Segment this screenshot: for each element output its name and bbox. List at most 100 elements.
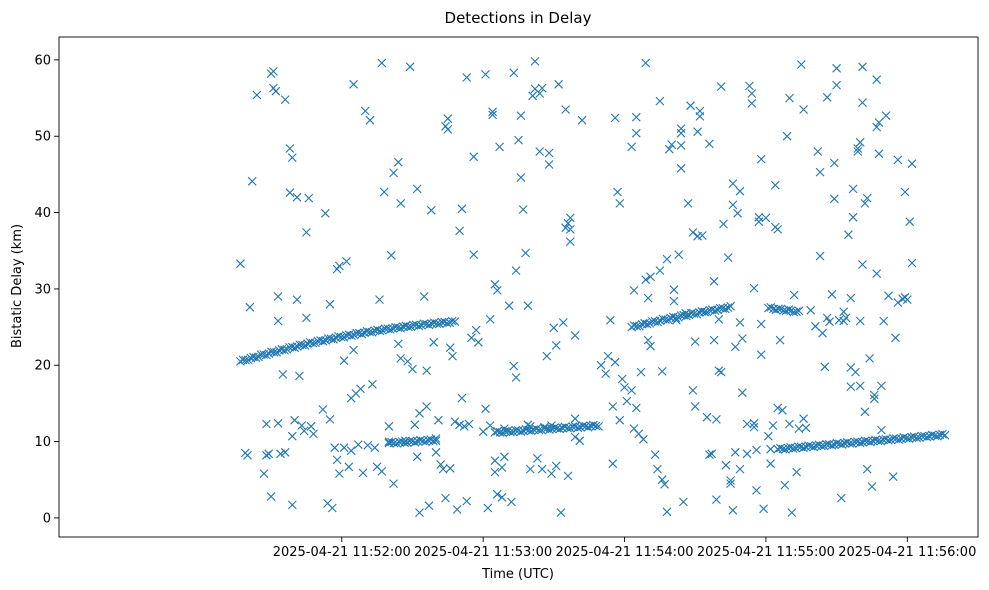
data-point	[641, 58, 651, 68]
data-point	[917, 431, 927, 441]
data-point	[483, 503, 493, 513]
data-point	[676, 163, 686, 173]
data-point	[716, 82, 726, 91]
data-point	[653, 317, 663, 327]
data-point	[551, 461, 561, 471]
data-point	[540, 422, 549, 432]
data-point	[603, 351, 613, 361]
data-point	[408, 364, 417, 374]
data-point	[657, 367, 667, 376]
data-point	[855, 316, 865, 326]
data-point	[629, 286, 639, 295]
data-point	[539, 424, 549, 433]
data-point	[735, 464, 745, 474]
data-point	[532, 424, 541, 434]
data-point	[940, 430, 950, 440]
data-point	[344, 462, 354, 472]
data-point	[332, 455, 342, 465]
data-point	[846, 382, 856, 391]
data-point	[419, 292, 429, 301]
data-point	[565, 213, 575, 223]
data-point	[287, 431, 297, 441]
data-point	[422, 402, 431, 411]
data-point	[435, 319, 444, 329]
data-point	[495, 142, 504, 152]
data-point	[661, 315, 670, 324]
data-point	[490, 467, 500, 477]
data-point	[292, 342, 302, 351]
data-point	[873, 436, 883, 446]
data-point	[432, 319, 442, 328]
data-point	[410, 420, 420, 430]
data-point	[627, 386, 636, 395]
data-point	[325, 415, 335, 424]
data-point	[938, 429, 947, 439]
data-point	[318, 405, 328, 414]
data-point	[827, 289, 837, 299]
data-point	[488, 107, 497, 117]
data-point	[641, 275, 651, 285]
data-point	[932, 431, 942, 441]
data-point	[497, 492, 507, 502]
data-point	[860, 199, 870, 208]
data-point	[871, 435, 880, 445]
data-point	[445, 318, 455, 327]
data-point	[565, 423, 575, 433]
data-point	[858, 98, 867, 107]
data-point	[389, 438, 399, 448]
data-point	[321, 335, 331, 345]
data-point	[836, 493, 846, 503]
y-tick-label: 30	[34, 282, 51, 297]
y-tick-label: 60	[34, 53, 51, 68]
data-point	[377, 467, 387, 476]
x-tick-label: 2025-04-21 11:54:00	[555, 545, 693, 560]
data-point	[511, 266, 521, 275]
data-point	[728, 179, 738, 188]
data-point	[713, 305, 722, 315]
data-point	[492, 286, 502, 295]
data-point	[622, 396, 632, 406]
data-point	[636, 367, 646, 377]
data-point	[785, 93, 794, 103]
x-axis-ticks: 2025-04-21 11:52:00 2025-04-21 11:53:00 20…	[273, 537, 976, 560]
data-point	[676, 141, 686, 150]
data-point	[832, 63, 841, 73]
data-point	[858, 437, 867, 447]
data-point	[577, 115, 587, 125]
data-point	[396, 323, 405, 333]
data-point	[793, 442, 803, 451]
data-point	[554, 79, 563, 89]
data-point	[726, 479, 735, 488]
data-point	[570, 414, 580, 424]
data-point	[839, 307, 849, 317]
data-point	[884, 435, 893, 445]
data-point	[613, 187, 622, 197]
data-point	[780, 480, 790, 490]
data-point	[697, 231, 707, 240]
data-point	[521, 425, 531, 434]
data-point	[606, 315, 615, 325]
data-point	[847, 439, 857, 448]
data-point	[695, 106, 705, 116]
data-point	[775, 335, 785, 345]
data-point	[646, 341, 655, 351]
data-point	[471, 325, 481, 335]
data-point	[516, 173, 526, 182]
x-tick-label: 2025-04-21 11:55:00	[697, 545, 835, 560]
data-point	[705, 139, 714, 149]
data-point	[761, 213, 771, 223]
data-point	[516, 111, 526, 120]
data-point	[273, 418, 283, 428]
data-point	[627, 142, 636, 152]
data-point	[801, 423, 811, 433]
data-point	[426, 205, 436, 215]
data-point	[615, 199, 625, 208]
data-point	[774, 304, 783, 314]
data-point	[837, 440, 847, 449]
data-point	[280, 447, 290, 457]
data-point	[507, 497, 516, 507]
data-point	[462, 73, 472, 82]
data-point	[608, 459, 618, 469]
data-point	[309, 429, 318, 439]
data-point	[462, 496, 472, 506]
